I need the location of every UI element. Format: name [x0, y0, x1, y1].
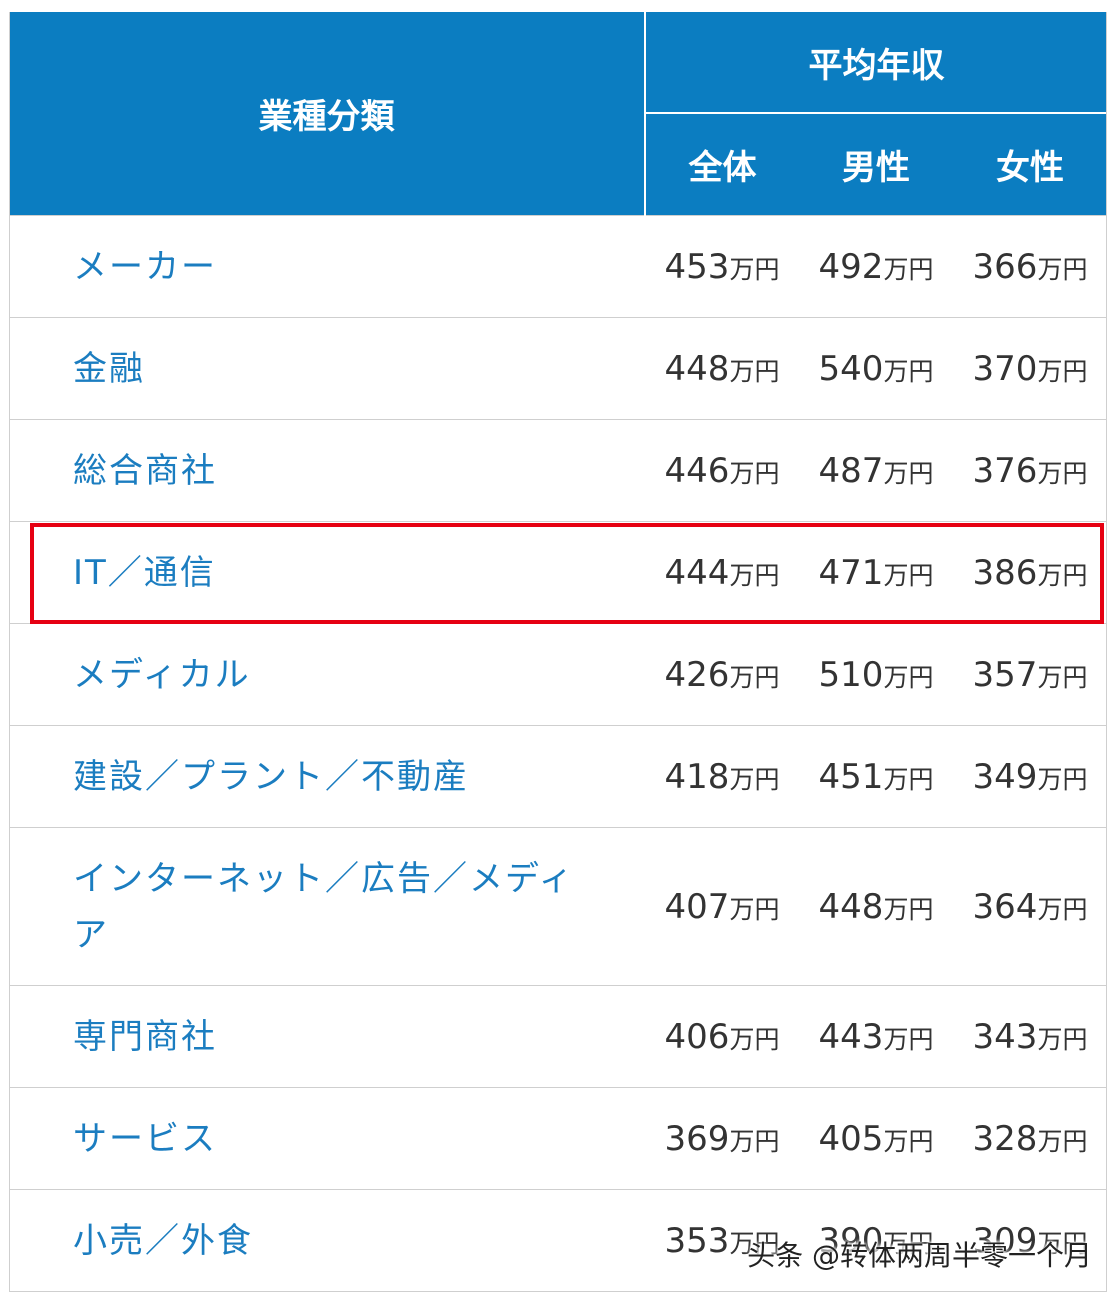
table-row: インターネット／広告／メディア 407万円 448万円 364万円: [9, 827, 1108, 986]
row-category: 小売／外食: [9, 1189, 645, 1292]
value-female: 370万円: [953, 317, 1108, 420]
row-category: インターネット／広告／メディア: [9, 827, 645, 986]
table-row-highlighted: IT／通信 444万円 471万円 386万円: [9, 521, 1108, 624]
row-category: メディカル: [9, 623, 645, 726]
value-all: 453万円: [645, 215, 799, 318]
table-row: 金融 448万円 540万円 370万円: [9, 317, 1108, 420]
row-category: 建設／プラント／不動産: [9, 725, 645, 828]
salary-table: 業種分類 平均年収 全体 男性 女性 メーカー 453万円 492万円 366万…: [9, 12, 1108, 1292]
salary-table-container: 業種分類 平均年収 全体 男性 女性 メーカー 453万円 492万円 366万…: [9, 12, 1108, 1292]
value-female: 386万円: [953, 521, 1108, 624]
row-category: IT／通信: [9, 521, 645, 624]
value-female: 328万円: [953, 1087, 1108, 1190]
watermark: 头条 @转体两周半零一个月: [747, 1239, 1092, 1272]
value-male: 540万円: [799, 317, 953, 420]
row-category: メーカー: [9, 215, 645, 318]
header-category: 業種分類: [9, 12, 646, 216]
table-header: 業種分類 平均年収 全体 男性 女性: [9, 12, 1108, 216]
value-male: 492万円: [799, 215, 953, 318]
value-male: 448万円: [799, 827, 953, 986]
table-row: 総合商社 446万円 487万円 376万円: [9, 419, 1108, 522]
value-female: 309万円: [953, 1189, 1108, 1292]
value-male: 487万円: [799, 419, 953, 522]
row-category: 総合商社: [9, 419, 645, 522]
value-all: 448万円: [645, 317, 799, 420]
value-all: 369万円: [645, 1087, 799, 1190]
value-all: 406万円: [645, 985, 799, 1088]
row-category: 専門商社: [9, 985, 645, 1088]
value-all: 353万円: [645, 1189, 799, 1292]
table-row: 専門商社 406万円 443万円 343万円: [9, 985, 1108, 1088]
value-male: 471万円: [799, 521, 953, 624]
value-male: 510万円: [799, 623, 953, 726]
table-row: 建設／プラント／不動産 418万円 451万円 349万円: [9, 725, 1108, 828]
value-all: 407万円: [645, 827, 799, 986]
header-all: 全体: [645, 113, 799, 216]
header-male: 男性: [799, 113, 953, 216]
table-row: 小売／外食 353万円 390万円 309万円: [9, 1189, 1108, 1292]
value-female: 343万円: [953, 985, 1108, 1088]
value-all: 426万円: [645, 623, 799, 726]
value-all: 418万円: [645, 725, 799, 828]
value-male: 443万円: [799, 985, 953, 1088]
value-male: 405万円: [799, 1087, 953, 1190]
table-row: サービス 369万円 405万円 328万円: [9, 1087, 1108, 1190]
value-all: 444万円: [645, 521, 799, 624]
value-all: 446万円: [645, 419, 799, 522]
value-male: 390万円: [799, 1189, 953, 1292]
value-female: 364万円: [953, 827, 1108, 986]
value-female: 376万円: [953, 419, 1108, 522]
table-row: メーカー 453万円 492万円 366万円: [9, 215, 1108, 318]
value-female: 349万円: [953, 725, 1108, 828]
value-female: 366万円: [953, 215, 1108, 318]
value-female: 357万円: [953, 623, 1108, 726]
row-category: サービス: [9, 1087, 645, 1190]
header-average-salary: 平均年収: [645, 12, 1108, 114]
header-female: 女性: [953, 113, 1108, 216]
table-row: メディカル 426万円 510万円 357万円: [9, 623, 1108, 726]
row-category: 金融: [9, 317, 645, 420]
value-male: 451万円: [799, 725, 953, 828]
